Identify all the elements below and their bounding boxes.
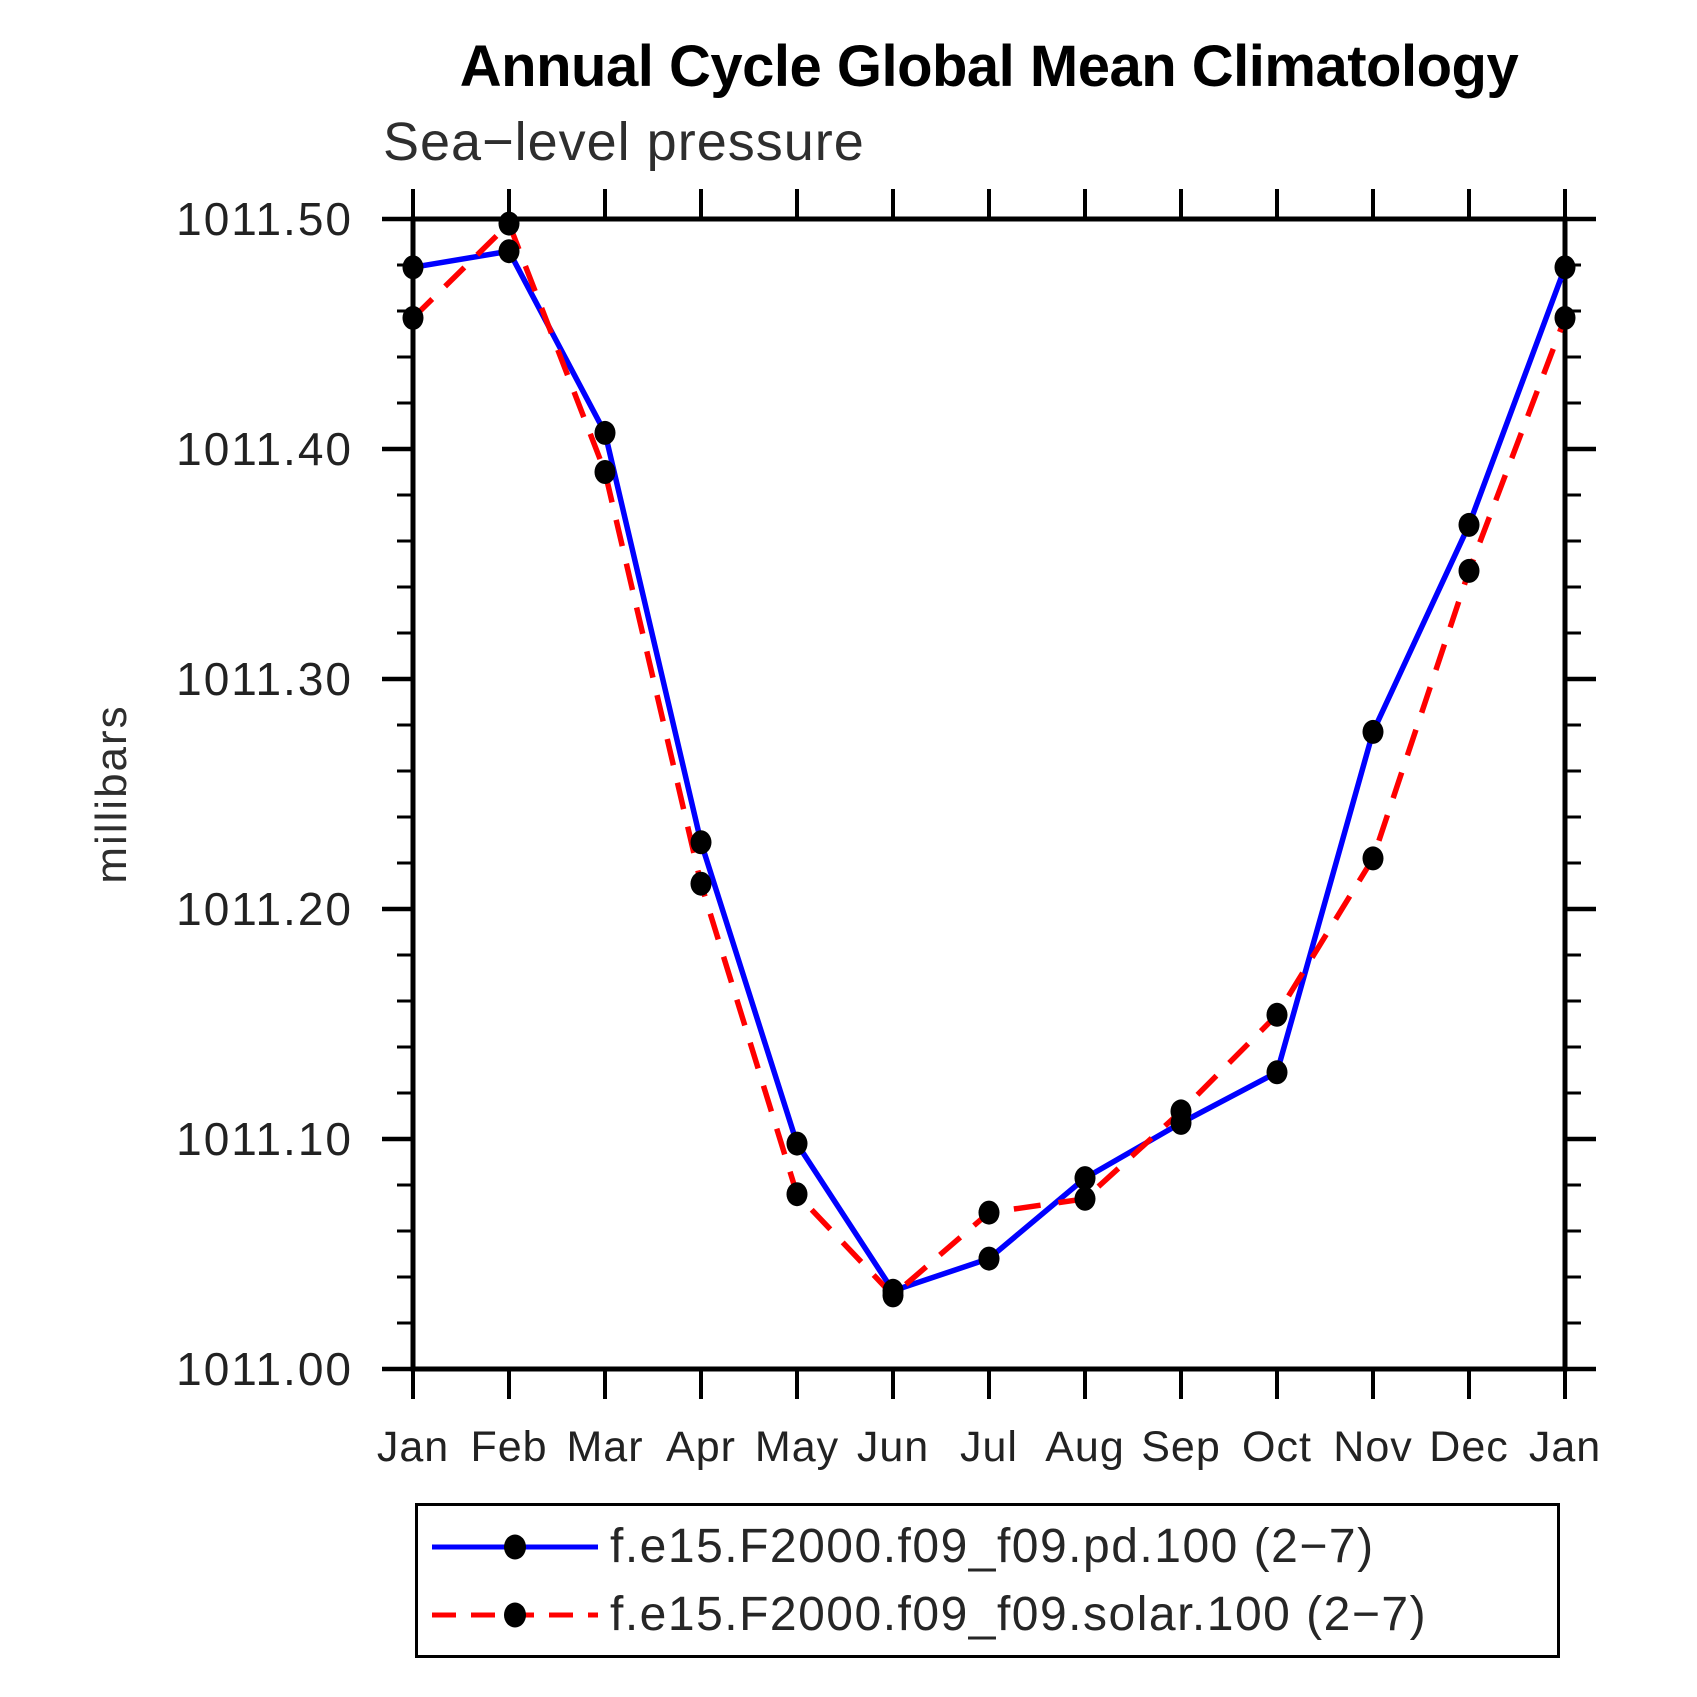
data-point-marker xyxy=(1266,1002,1288,1027)
data-point-marker xyxy=(594,460,616,484)
data-point-marker xyxy=(498,239,520,264)
x-tick-label: Jan xyxy=(377,1423,449,1471)
data-point-marker xyxy=(1554,305,1576,330)
data-point-marker xyxy=(1074,1166,1096,1191)
data-point-marker xyxy=(1362,719,1384,744)
x-tick-label: Aug xyxy=(1045,1423,1125,1471)
x-tick-label: Dec xyxy=(1429,1423,1508,1471)
data-point-marker xyxy=(690,830,712,855)
x-tick-label: Jun xyxy=(857,1423,929,1471)
data-point-marker xyxy=(498,211,520,236)
data-point-marker xyxy=(882,1283,904,1308)
data-point-marker xyxy=(1362,846,1384,871)
data-point-marker xyxy=(402,255,424,280)
data-point-marker xyxy=(594,420,616,445)
data-point-marker xyxy=(978,1200,1000,1225)
y-tick-label: 1011.20 xyxy=(176,883,353,935)
data-point-marker xyxy=(978,1246,1000,1271)
y-tick-label: 1011.00 xyxy=(176,1343,353,1395)
x-tick-label: Oct xyxy=(1242,1423,1312,1471)
x-tick-label: Feb xyxy=(470,1423,547,1471)
legend: f.e15.F2000.f09_f09.pd.100 (2−7) f.e15.F… xyxy=(415,1503,1560,1658)
x-tick-label: Sep xyxy=(1141,1423,1221,1471)
series-line-pd xyxy=(412,248,1568,1295)
legend-item-solar: f.e15.F2000.f09_f09.solar.100 (2−7) xyxy=(418,1581,1557,1649)
data-point-marker xyxy=(1458,558,1480,583)
data-point-marker xyxy=(1170,1099,1192,1124)
data-point-marker xyxy=(786,1131,808,1156)
chart-subtitle: Sea−level pressure xyxy=(383,112,865,172)
data-point-marker xyxy=(786,1182,808,1207)
y-tick-label: 1011.40 xyxy=(176,423,353,475)
legend-marker-dot xyxy=(504,1534,526,1559)
chart-title: Annual Cycle Global Mean Climatology xyxy=(459,34,1519,99)
legend-key-pd xyxy=(432,1534,598,1559)
y-tick-label: 1011.50 xyxy=(176,193,353,245)
x-tick-label: Jan xyxy=(1529,1423,1601,1471)
legend-item-pd: f.e15.F2000.f09_f09.pd.100 (2−7) xyxy=(418,1513,1557,1581)
data-point-marker xyxy=(1458,512,1480,537)
x-tick-label: Nov xyxy=(1333,1423,1412,1471)
legend-marker-dot xyxy=(504,1602,526,1627)
legend-key-solar xyxy=(432,1602,598,1627)
y-tick-label: 1011.10 xyxy=(176,1113,353,1165)
data-point-marker xyxy=(402,305,424,330)
legend-label-solar: f.e15.F2000.f09_f09.solar.100 (2−7) xyxy=(610,1588,1428,1641)
data-point-marker xyxy=(1074,1186,1096,1211)
data-point-marker xyxy=(1266,1060,1288,1085)
x-tick-label: May xyxy=(755,1423,839,1471)
data-point-marker xyxy=(690,871,712,896)
y-tick-label: 1011.30 xyxy=(176,653,353,705)
legend-label-pd: f.e15.F2000.f09_f09.pd.100 (2−7) xyxy=(610,1520,1375,1573)
series-line-solar xyxy=(411,218,1568,1300)
x-tick-label: Apr xyxy=(666,1423,736,1471)
data-point-marker xyxy=(1554,255,1576,280)
x-tick-label: Mar xyxy=(566,1423,643,1471)
x-tick-label: Jul xyxy=(960,1423,1018,1471)
